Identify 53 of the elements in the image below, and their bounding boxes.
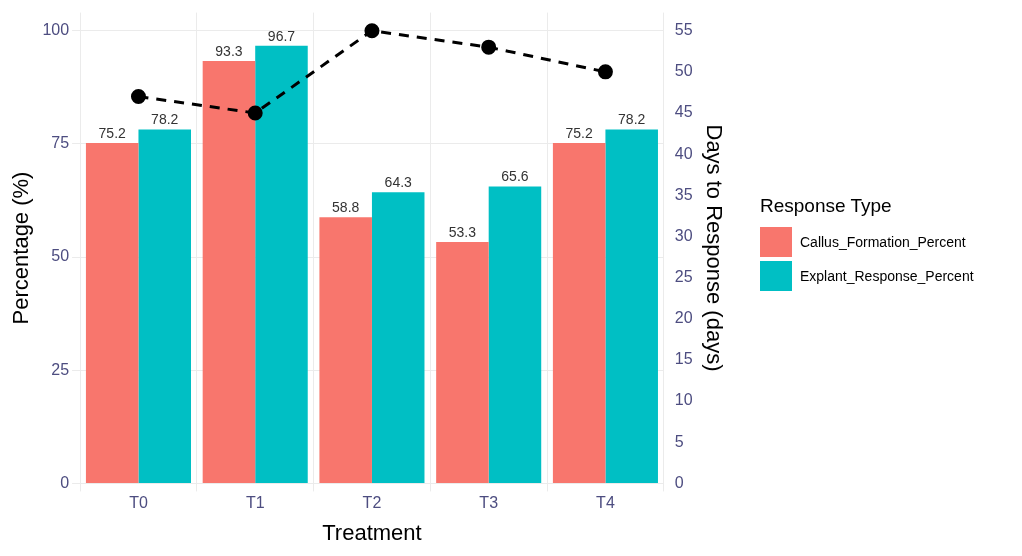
bar [371,192,425,483]
y2-tick-label: 20 [674,309,693,327]
bar [605,129,658,483]
y2-tick-label: 50 [674,62,693,80]
y2-tick-label: 15 [674,350,693,368]
x-tick-label: T0 [129,494,148,512]
y2-tick-label: 55 [674,21,693,39]
data-label: 78.2 [618,111,646,128]
y2-axis-title: Days to Response (days) [701,124,727,372]
y-axis-title: Percentage (%) [8,171,34,325]
bar [552,142,606,483]
bar [255,45,308,483]
y-tick-label: 75 [51,134,70,152]
data-label: 78.2 [151,111,179,128]
y2-tick-label: 10 [674,391,693,409]
y2-tick-label: 30 [674,226,693,244]
y2-tick-label: 0 [674,473,684,491]
y-tick-label: 100 [42,21,70,39]
bar [319,217,372,483]
x-tick-label: T3 [479,494,499,512]
legend-title: Response Type [760,195,893,217]
x-tick-label: T2 [362,494,382,512]
data-label: 64.3 [384,174,413,191]
y-tick-label: 0 [60,473,70,491]
bar [202,61,256,483]
bar [138,129,191,483]
data-label: 96.7 [267,27,296,44]
point [247,105,263,121]
x-axis-title: Treatment [322,519,422,545]
y2-tick-label: 40 [674,144,693,162]
data-label: 53.3 [448,223,477,240]
point [364,23,380,39]
bar [85,142,139,483]
data-label: 58.8 [332,199,360,216]
y2-tick-label: 5 [674,432,684,450]
y2-tick-label: 35 [674,185,693,203]
legend-label: Explant_Response_Percent [800,268,974,284]
x-tick-label: T4 [596,494,615,512]
bar [436,242,489,483]
data-label: 93.3 [215,42,243,59]
y-tick-label: 50 [51,247,70,265]
point [481,39,497,55]
x-tick-label: T1 [245,494,265,512]
point [130,89,146,105]
point [597,64,613,80]
y2-tick-label: 45 [674,103,693,121]
y2-tick-label: 25 [674,268,693,286]
y-tick-label: 25 [51,360,70,378]
legend-label: Callus_Formation_Percent [800,234,966,250]
bar [488,186,542,483]
data-label: 65.6 [501,168,529,185]
data-label: 75.2 [565,124,593,141]
data-label: 75.2 [98,124,127,141]
